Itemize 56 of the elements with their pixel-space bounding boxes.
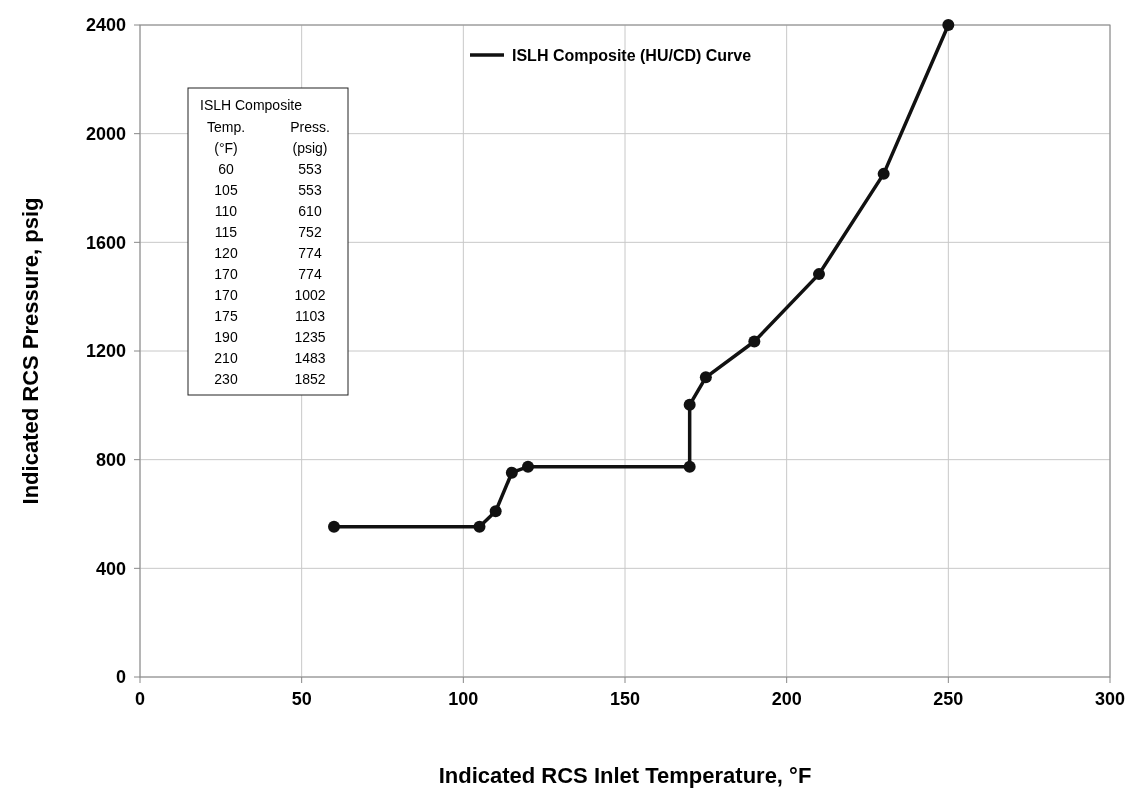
- annotation: 553: [298, 161, 322, 177]
- annotation: 60: [218, 161, 234, 177]
- annotation: ISLH Composite: [200, 97, 303, 113]
- annotation: 170: [214, 287, 238, 303]
- annotation: 1235: [294, 329, 326, 345]
- x-tick-label: 50: [291, 689, 312, 709]
- annotation: 110: [214, 203, 238, 219]
- x-tick-label: 100: [448, 689, 479, 709]
- y-tick-label: 2000: [85, 123, 126, 144]
- y-tick-label: 1200: [85, 341, 126, 362]
- x-tick-label: 150: [609, 689, 641, 709]
- point: [699, 371, 712, 384]
- point: [328, 520, 340, 533]
- point: [522, 460, 534, 473]
- y-tick-label: 800: [95, 449, 126, 470]
- annotation: Temp.: [206, 119, 246, 135]
- x-axis-title: Indicated RCS Inlet Temperature, °F: [438, 763, 812, 788]
- point: [683, 398, 696, 411]
- y-tick-label: 1600: [85, 232, 126, 253]
- annotation: Press.: [290, 119, 330, 135]
- annotation: 774: [298, 245, 322, 261]
- point: [942, 19, 955, 31]
- annotation: 115: [214, 224, 238, 240]
- point: [813, 268, 825, 281]
- annotation: (°F): [214, 140, 238, 156]
- annotation: 553: [298, 182, 322, 198]
- annotation: 210: [214, 350, 238, 366]
- legend-label: ISLH Composite (HU/CD) Curve: [512, 46, 752, 64]
- point: [748, 335, 761, 348]
- point: [473, 520, 486, 533]
- y-tick-label: 2400: [85, 15, 126, 36]
- point: [683, 460, 696, 473]
- annotation: (psig): [292, 140, 328, 156]
- point: [877, 167, 890, 180]
- x-tick-label: 0: [134, 689, 146, 709]
- annotation: 120: [214, 245, 238, 261]
- x-tick-label: 300: [1094, 689, 1126, 709]
- annotation: 175: [214, 308, 238, 324]
- x-tick-label: 200: [771, 689, 802, 709]
- y-tick-label: 0: [115, 667, 126, 688]
- y-axis-title: Indicated RCS Pressure, psig: [18, 197, 43, 505]
- annotation: 774: [298, 266, 322, 282]
- annotation: 1103: [294, 308, 326, 324]
- annotation: 105: [214, 182, 238, 198]
- annotation: 1002: [294, 287, 326, 303]
- x-tick-label: 250: [933, 689, 964, 709]
- point: [505, 466, 518, 479]
- annotation: 1852: [294, 371, 326, 387]
- annotation: 1483: [294, 350, 326, 366]
- annotation: 610: [298, 203, 322, 219]
- annotation: 170: [214, 266, 238, 282]
- annotation: 230: [214, 371, 238, 387]
- annotation: 752: [298, 224, 322, 240]
- point: [489, 505, 502, 518]
- y-tick-label: 400: [95, 558, 126, 579]
- annotation: 190: [214, 329, 238, 345]
